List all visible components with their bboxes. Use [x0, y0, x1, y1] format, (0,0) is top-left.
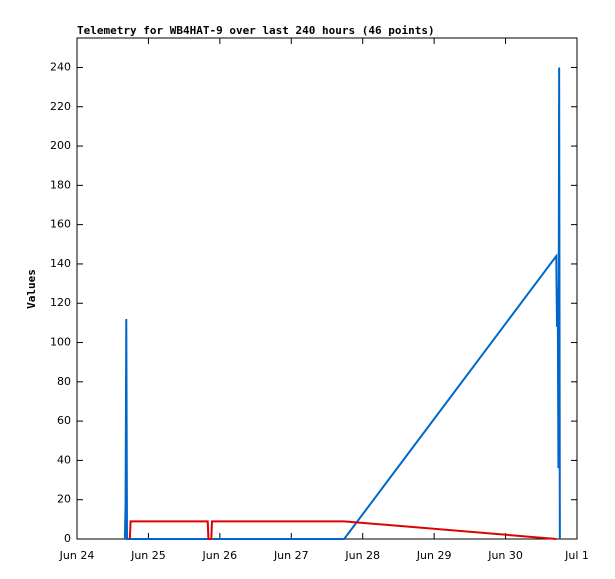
y-axis-label: Values: [25, 269, 38, 309]
x-tick-label: Jul 1: [564, 549, 589, 562]
y-tick-label: 140: [50, 257, 71, 270]
x-tick-label: Jun 25: [130, 549, 166, 562]
y-tick-label: 0: [64, 532, 71, 545]
x-tick-label: Jun 28: [344, 549, 380, 562]
y-tick-label: 240: [50, 60, 71, 73]
x-tick-label: Jun 29: [416, 549, 452, 562]
y-tick-label: 160: [50, 218, 71, 231]
series-line: [123, 67, 561, 540]
x-tick-label: Jun 27: [273, 549, 309, 562]
x-tick-label: Jun 24: [59, 549, 95, 562]
y-tick-label: 100: [50, 336, 71, 349]
y-tick-label: 60: [57, 414, 71, 427]
y-tick-label: 40: [57, 453, 71, 466]
x-tick-label: Jun 26: [202, 549, 238, 562]
y-tick-label: 20: [57, 493, 71, 506]
y-tick-label: 120: [50, 296, 71, 309]
series-line: [128, 520, 557, 540]
x-tick-label: Jun 30: [487, 549, 523, 562]
y-tick-label: 80: [57, 375, 71, 388]
y-tick-label: 180: [50, 178, 71, 191]
chart-title: Telemetry for WB4HAT-9 over last 240 hou…: [77, 24, 435, 37]
y-tick-label: 200: [50, 139, 71, 152]
y-tick-label: 220: [50, 100, 71, 113]
